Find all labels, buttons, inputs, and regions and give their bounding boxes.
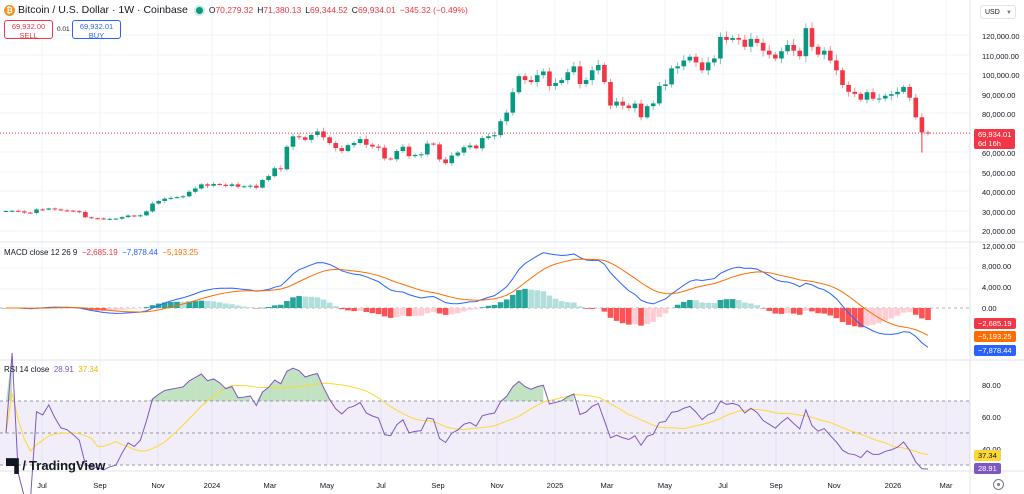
time-axis-label: Sep <box>431 481 445 490</box>
time-axis-label: Sep <box>93 481 107 490</box>
ohlc-open: O70,279.32 <box>208 5 254 15</box>
macd-axis-label: 0.00 <box>982 304 997 313</box>
time-axis-label: 2024 <box>203 481 221 490</box>
sell-price: 69,932.00 <box>11 22 46 31</box>
time-axis-label: May <box>657 481 673 490</box>
market-status-icon <box>195 6 203 14</box>
time-axis-label: Nov <box>827 481 841 490</box>
price-axis-label: 20,000.00 <box>982 227 1016 236</box>
time-axis-label: May <box>319 481 335 490</box>
time-axis-label: Nov <box>151 481 165 490</box>
current-price-badge: 69,934.01 6d 16h <box>974 129 1016 149</box>
price-axis-label: 50,000.00 <box>982 169 1016 178</box>
macd-hist-value: −2,685.19 <box>81 248 118 257</box>
price-axis-label: 110,000.00 <box>982 52 1019 61</box>
macd-axis-label: 12,000.00 <box>982 242 1016 251</box>
time-axis-label: Jul <box>718 481 728 490</box>
bar-countdown: 6d 16h <box>978 139 1001 148</box>
time-axis-label: Jul <box>376 481 386 490</box>
rsi-axis-label: 80.00 <box>982 381 1001 390</box>
time-axis-label: 2025 <box>546 481 564 490</box>
rsi-ma-badge: 37.34 <box>974 450 1001 461</box>
rsi-ma-value: 37.34 <box>78 365 99 374</box>
rsi-legend[interactable]: RSI 14 close 28.91 37.34 <box>4 365 98 374</box>
price-axis-label: 60,000.00 <box>982 149 1016 158</box>
tradingview-logo-text: TradingView <box>29 458 106 473</box>
spread-value: 0.01 <box>57 26 70 33</box>
rsi-legend-name: RSI 14 close <box>4 365 50 374</box>
chevron-down-icon: ▼ <box>1006 10 1012 16</box>
buy-label: BUY <box>88 31 105 40</box>
rsi-axis-label: 40.00 <box>982 445 1001 454</box>
symbol-title[interactable]: Bitcoin / U.S. Dollar · 1W · Coinbase <box>18 4 188 16</box>
macd-legend[interactable]: MACD close 12 26 9 −2,685.19 −7,878.44 −… <box>4 248 198 257</box>
symbol-header: ₿ Bitcoin / U.S. Dollar · 1W · Coinbase … <box>4 4 472 16</box>
sell-label: SELL <box>19 31 38 40</box>
rsi-value: 28.91 <box>53 365 74 374</box>
time-axis-label: Mar <box>600 481 614 490</box>
macd-axis-label: 4,000.00 <box>982 283 1012 292</box>
price-axis-label: 80,000.00 <box>982 110 1016 119</box>
buy-button[interactable]: 69,932.01 BUY <box>72 20 121 40</box>
time-axis-label: Nov <box>490 481 504 490</box>
time-axis-label: Mar <box>263 481 277 490</box>
rsi-axis-label: 60.00 <box>982 413 1001 422</box>
rsi-value-badge: 28.91 <box>974 463 1001 474</box>
buy-price: 69,932.01 <box>79 22 114 31</box>
price-axis-label: 40,000.00 <box>982 188 1016 197</box>
ohlc-close: C69,934.01 <box>351 5 396 15</box>
price-change: −345.32 (−0.49%) <box>399 5 468 15</box>
macd-signal-badge: −5,193.25 <box>974 331 1016 342</box>
price-axis-label: 90,000.00 <box>982 91 1016 100</box>
price-axis-label: 120,000.00 <box>982 32 1020 41</box>
currency-value: USD <box>985 9 1000 16</box>
macd-legend-name: MACD close 12 26 9 <box>4 248 78 257</box>
tradingview-logo[interactable]: ▀▌/ TradingView <box>6 458 105 473</box>
time-axis-label: Sep <box>769 481 783 490</box>
ohlc-low: L69,344.52 <box>305 5 348 15</box>
macd-value: −7,878.44 <box>122 248 158 257</box>
macd-axis-label: 8,000.00 <box>982 262 1012 271</box>
time-axis-label: Mar <box>939 481 953 490</box>
currency-select[interactable]: USD ▼ <box>980 5 1016 19</box>
macd-value-badge: −7,878.44 <box>974 345 1016 356</box>
price-axis-label: 100,000.00 <box>982 71 1020 80</box>
tradingview-mark-icon: ▀▌/ <box>6 458 26 473</box>
bitcoin-icon: ₿ <box>4 4 15 16</box>
price-axis-label: 30,000.00 <box>982 208 1016 217</box>
current-price: 69,934.01 <box>978 130 1012 139</box>
sell-button[interactable]: 69,932.00 SELL <box>4 20 53 40</box>
time-axis-label: 2026 <box>884 481 902 490</box>
settings-icon[interactable] <box>993 479 1004 490</box>
macd-signal-value: −5,193.25 <box>162 248 199 257</box>
time-axis-label: Jul <box>37 481 47 490</box>
macd-hist-badge: −2,685.19 <box>974 318 1016 329</box>
ohlc-high: H71,380.13 <box>257 5 302 15</box>
